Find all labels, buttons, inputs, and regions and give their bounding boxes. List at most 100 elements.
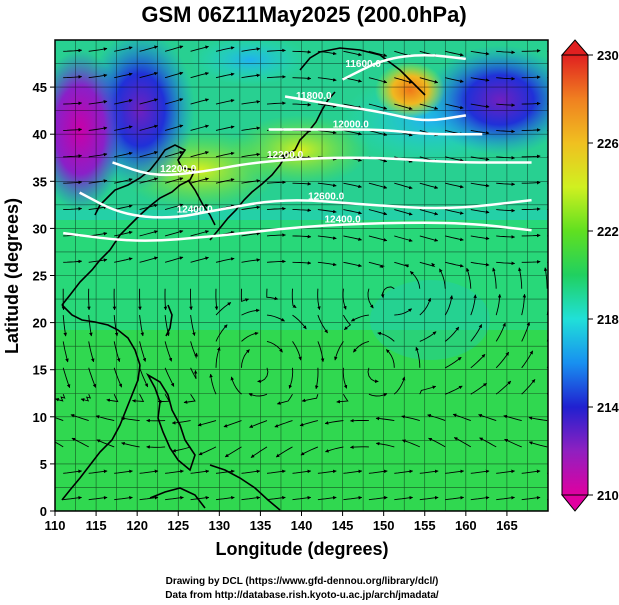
streamline-arrow (63, 206, 83, 211)
streamline-arrow (470, 235, 490, 241)
streamline-arrow (521, 260, 541, 264)
streamline-arrow (215, 324, 228, 342)
streamline-arrow (198, 446, 217, 456)
streamline-arrow (288, 367, 294, 389)
streamline-arrow (496, 129, 516, 134)
streamline-arrow (528, 441, 548, 448)
streamline-arrow (139, 71, 158, 79)
streamline-arrow (275, 446, 293, 458)
streamline-arrow (266, 340, 283, 353)
colorbar-scale (561, 54, 589, 496)
streamline-arrow (63, 469, 82, 474)
streamline-arrow (394, 103, 413, 111)
coastlines (61, 47, 426, 511)
streamline-arrow (241, 100, 261, 105)
streamline-arrow (266, 469, 286, 474)
streamline-arrow (139, 367, 149, 388)
streamline-arrow (292, 208, 312, 213)
colorbar-min-arrow (560, 494, 590, 512)
streamline-arrow (466, 267, 472, 289)
streamline-arrow (317, 209, 337, 214)
streamline-arrow (478, 413, 497, 422)
streamline-arrow (470, 209, 490, 214)
streamline-arrow (419, 77, 439, 84)
streamline-arrow (189, 288, 193, 311)
streamline-arrow (88, 73, 108, 79)
x-tick-label: 130 (208, 518, 230, 533)
coast-sakhalin-kuril (299, 47, 426, 96)
streamline-arrow (266, 180, 286, 185)
streamline-arrow (266, 48, 286, 53)
streamline-arrow (394, 261, 410, 268)
height-contours (63, 54, 532, 242)
streamline-arrow (317, 495, 337, 501)
streamline-arrow (164, 203, 184, 211)
streamline-arrow (521, 293, 527, 316)
streamline-arrow (518, 267, 523, 289)
colorbar-tick-label: 222 (597, 224, 619, 239)
streamline-arrow (163, 288, 168, 311)
streamline-arrow (336, 393, 349, 404)
streamline-arrow (63, 180, 83, 185)
streamline-arrow (274, 420, 293, 428)
streamline-arrow (317, 288, 321, 311)
streamline-arrow (419, 495, 439, 501)
streamline-arrow (496, 261, 516, 266)
streamline-arrow (114, 230, 133, 237)
streamline-arrow (368, 495, 388, 501)
streamline-arrow (113, 315, 119, 337)
chart-title: GSM 06Z11May2025 (200.0hPa) (141, 2, 466, 27)
streamline-arrow (317, 103, 337, 108)
y-axis-label: Latitude (degrees) (2, 198, 22, 354)
streamline-arrow (350, 445, 369, 449)
streamline-arrow (521, 154, 541, 159)
streamline-arrow (190, 203, 209, 211)
streamline-arrow (139, 315, 145, 337)
streamline-arrow (215, 346, 221, 368)
streamline-arrow (470, 382, 487, 395)
streamline-arrow (453, 437, 472, 448)
y-axis-ticks: 0 5 10 15 20 25 30 35 40 45 (33, 80, 55, 519)
field-cool-patch-north (190, 40, 310, 85)
streamline-arrow (114, 469, 133, 474)
streamline-arrow (343, 182, 362, 189)
streamline-arrow (394, 469, 414, 474)
streamline-arrow (317, 261, 337, 267)
streamline-arrow (214, 288, 219, 311)
field-cold-patch-east (425, 45, 548, 155)
streamline-arrow (521, 101, 541, 106)
streamline-arrow (190, 98, 209, 105)
streamline-arrow (241, 231, 261, 237)
x-tick-label: 120 (126, 518, 148, 533)
streamline-arrow (444, 295, 454, 316)
streamline-arrow (95, 415, 115, 422)
streamline-arrow (164, 229, 184, 237)
streamline-arrow (470, 469, 490, 474)
streamline-arrow (190, 230, 209, 237)
streamline-arrow (521, 350, 534, 369)
coast-philippines (145, 372, 196, 472)
streamline-arrow (241, 349, 250, 368)
streamline-arrow (215, 469, 235, 474)
streamline-arrow (292, 341, 302, 361)
coast-indochina (61, 364, 141, 501)
streamline-arrow (521, 321, 531, 342)
streamline-arrow (385, 349, 395, 368)
streamline-arrow (63, 154, 83, 158)
streamline-arrow (317, 129, 337, 135)
coast-new-guinea (209, 464, 281, 511)
colorbar-tick-label: 218 (597, 312, 619, 327)
streamline-arrow (342, 367, 348, 389)
streamline-arrow (215, 125, 235, 131)
streamline-arrow (146, 445, 166, 449)
credit-line-data: Data from http://database.rish.kyoto-u.a… (165, 590, 439, 601)
streamline-arrow (87, 288, 91, 311)
streamline-arrow (445, 326, 460, 342)
streamline-arrow (496, 208, 516, 213)
y-tick-label: 30 (33, 221, 47, 236)
streamline-arrow (139, 230, 158, 237)
streamline-arrow (445, 77, 464, 83)
streamline-arrow (190, 495, 210, 501)
streamline-arrow (415, 346, 421, 368)
